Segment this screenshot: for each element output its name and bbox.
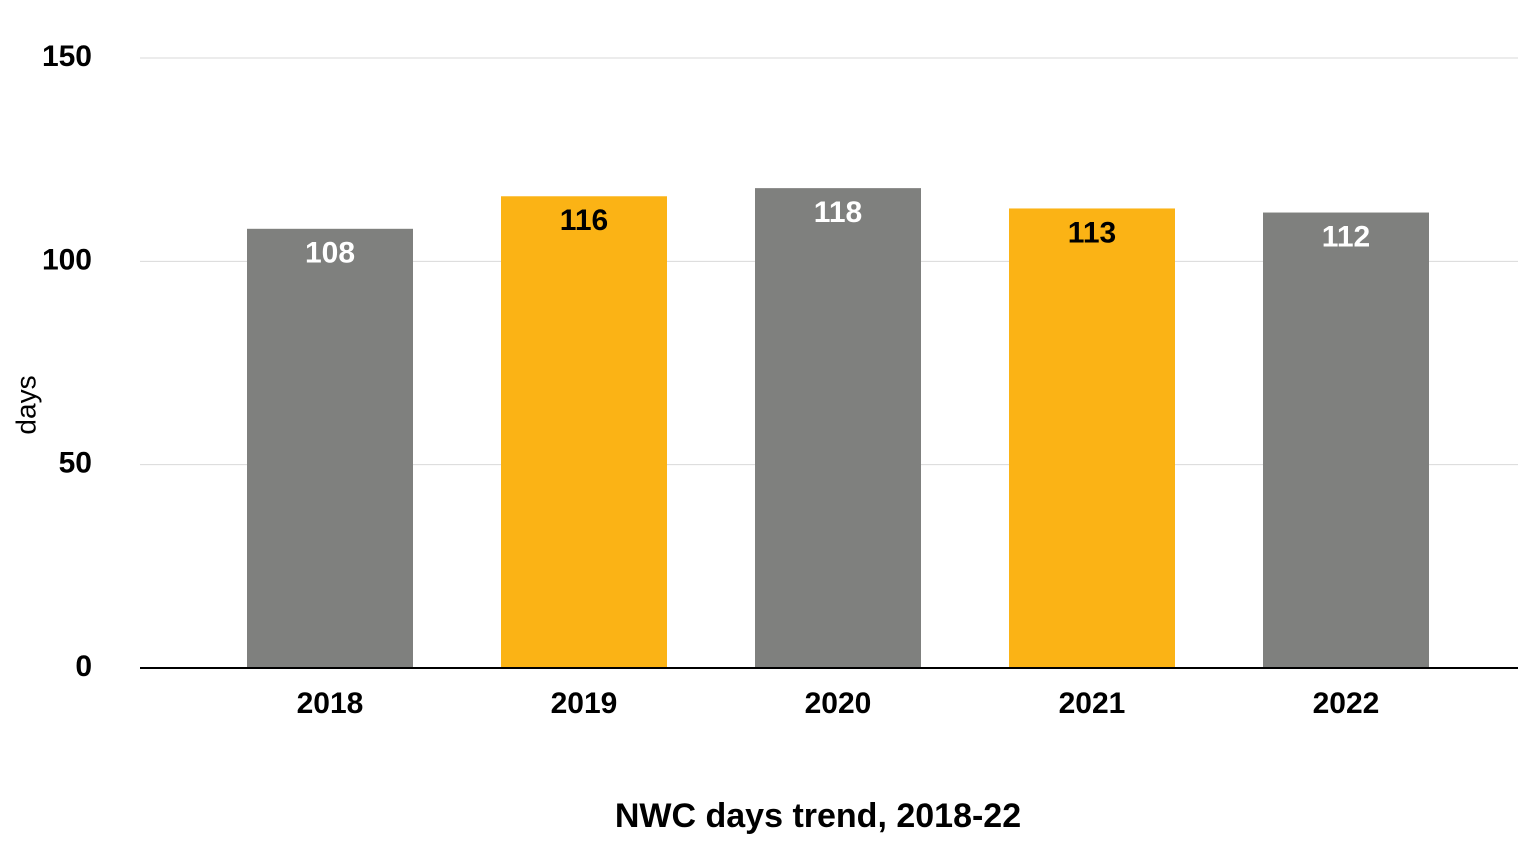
- value-label: 112: [1322, 220, 1370, 253]
- chart-title: NWC days trend, 2018-22: [615, 797, 1021, 835]
- y-tick-label: 0: [75, 650, 92, 683]
- value-label: 116: [560, 204, 608, 237]
- x-tick-label: 2018: [297, 687, 364, 720]
- x-tick-label: 2019: [551, 687, 618, 720]
- value-label: 108: [305, 237, 355, 270]
- x-tick-label: 2022: [1313, 687, 1380, 720]
- y-axis-label: days: [10, 375, 41, 434]
- bar: [755, 188, 921, 668]
- bar: [501, 196, 667, 668]
- bar: [247, 228, 413, 669]
- y-tick-label: 50: [59, 447, 92, 480]
- y-tick-label: 100: [42, 243, 92, 276]
- x-tick-label: 2020: [805, 687, 872, 720]
- bar: [1263, 212, 1429, 669]
- value-label: 118: [814, 196, 862, 229]
- bar: [1009, 208, 1175, 668]
- y-tick-label: 150: [42, 40, 92, 73]
- x-tick-label: 2021: [1059, 687, 1126, 720]
- value-label: 113: [1068, 216, 1116, 249]
